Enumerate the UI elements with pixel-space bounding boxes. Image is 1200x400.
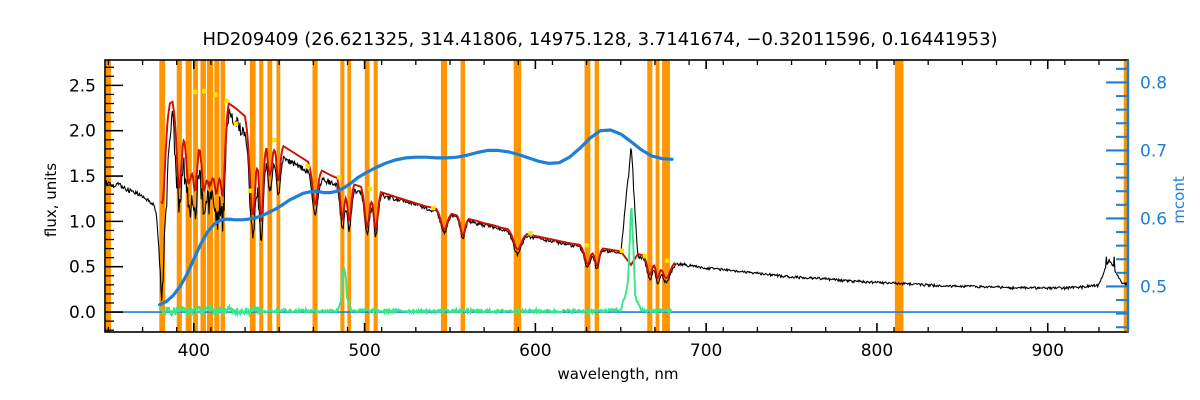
continuum-knot-marker [224, 98, 229, 104]
y-axis-title-right: mcont [1170, 176, 1188, 224]
continuum-knot-marker [305, 164, 310, 169]
y-tick-label-left: 1.5 [69, 167, 96, 187]
observed-spectrum-line [104, 108, 1129, 302]
x-tick-label: 800 [861, 341, 893, 361]
masked-wavelength-band [105, 60, 111, 332]
masked-wavelength-band [584, 60, 591, 332]
masked-wavelength-band [662, 60, 670, 332]
y-tick-label-right: 0.8 [1140, 73, 1167, 93]
masked-wavelength-band [440, 60, 448, 332]
masked-wavelength-band [176, 60, 182, 332]
x-tick-label: 400 [178, 341, 210, 361]
masked-wavelength-band [513, 60, 522, 332]
continuum-knot-marker [272, 137, 277, 143]
continuum-knot-marker [664, 258, 670, 263]
masked-wavelength-band [460, 60, 466, 332]
continuum-knot-marker [584, 242, 590, 248]
continuum-knot-marker [430, 205, 436, 211]
x-axis-title: wavelength, nm [557, 365, 678, 383]
continuum-knot-marker [619, 248, 625, 253]
masked-wavelength-band [312, 60, 318, 332]
masked-wavelength-band [594, 60, 600, 332]
plot-title: HD209409 (26.621325, 314.41806, 14975.12… [202, 29, 997, 50]
x-tick-label: 700 [690, 341, 722, 361]
masked-wavelength-band [200, 60, 206, 332]
y-tick-label-right: 0.6 [1140, 209, 1167, 229]
x-tick-label: 500 [348, 341, 380, 361]
data-series-group [104, 100, 1129, 318]
continuum-knot-marker [642, 253, 648, 259]
masked-wavelength-band [647, 60, 653, 332]
x-tick-label: 600 [519, 341, 551, 361]
axes-group [104, 59, 1130, 333]
continuum-knot-marker [528, 231, 533, 236]
masked-wavelength-band [347, 60, 352, 332]
y-tick-label-left: 2.5 [69, 76, 96, 96]
y-tick-label-left: 0.0 [69, 303, 96, 323]
continuum-knot-marker [213, 92, 218, 97]
continuum-knot-marker [248, 188, 253, 194]
masked-wavelength-band [1123, 60, 1128, 332]
masked-wavelength-band [373, 60, 378, 332]
x-tick-label: 900 [1032, 341, 1064, 361]
y-tick-label-right: 0.7 [1140, 141, 1167, 161]
masked-wavelength-band [159, 60, 166, 332]
continuum-knot-marker [336, 174, 342, 180]
masked-wavelength-band [340, 60, 345, 332]
continuum-knot-points [192, 88, 670, 263]
masked-wavelength-band [894, 60, 904, 332]
masked-wavelength-band [249, 60, 256, 332]
continuum-knot-marker [192, 89, 198, 95]
masked-wavelength-band [267, 60, 273, 332]
continuum-knot-marker [233, 121, 239, 126]
y-tick-label-left: 0.5 [69, 258, 96, 278]
mcont-curve [158, 128, 674, 307]
residual-line [158, 207, 673, 318]
y-tick-label-right: 0.5 [1140, 277, 1167, 297]
continuum-knot-marker [202, 88, 207, 94]
masked-wavelength-band [364, 60, 370, 332]
masked-wavelength-band [655, 60, 660, 332]
axis-labels-group: 400 500 600 700 800 900 0.0 0.5 1.0 1.5 2.0 2.5 0.5 0… [69, 73, 1167, 361]
masked-wavelength-band [259, 60, 264, 332]
y-tick-label-left: 1.0 [69, 212, 96, 232]
masked-wavelength-band [193, 60, 198, 332]
continuum-knot-marker [367, 186, 373, 192]
y-tick-label-left: 2.0 [69, 122, 96, 142]
masked-wavelength-band [185, 60, 192, 332]
masked-wavelength-band [214, 60, 220, 332]
y-axis-title-left: flux, units [42, 163, 60, 237]
masked-wavelength-band [276, 60, 281, 332]
model-fit-line [160, 100, 676, 280]
